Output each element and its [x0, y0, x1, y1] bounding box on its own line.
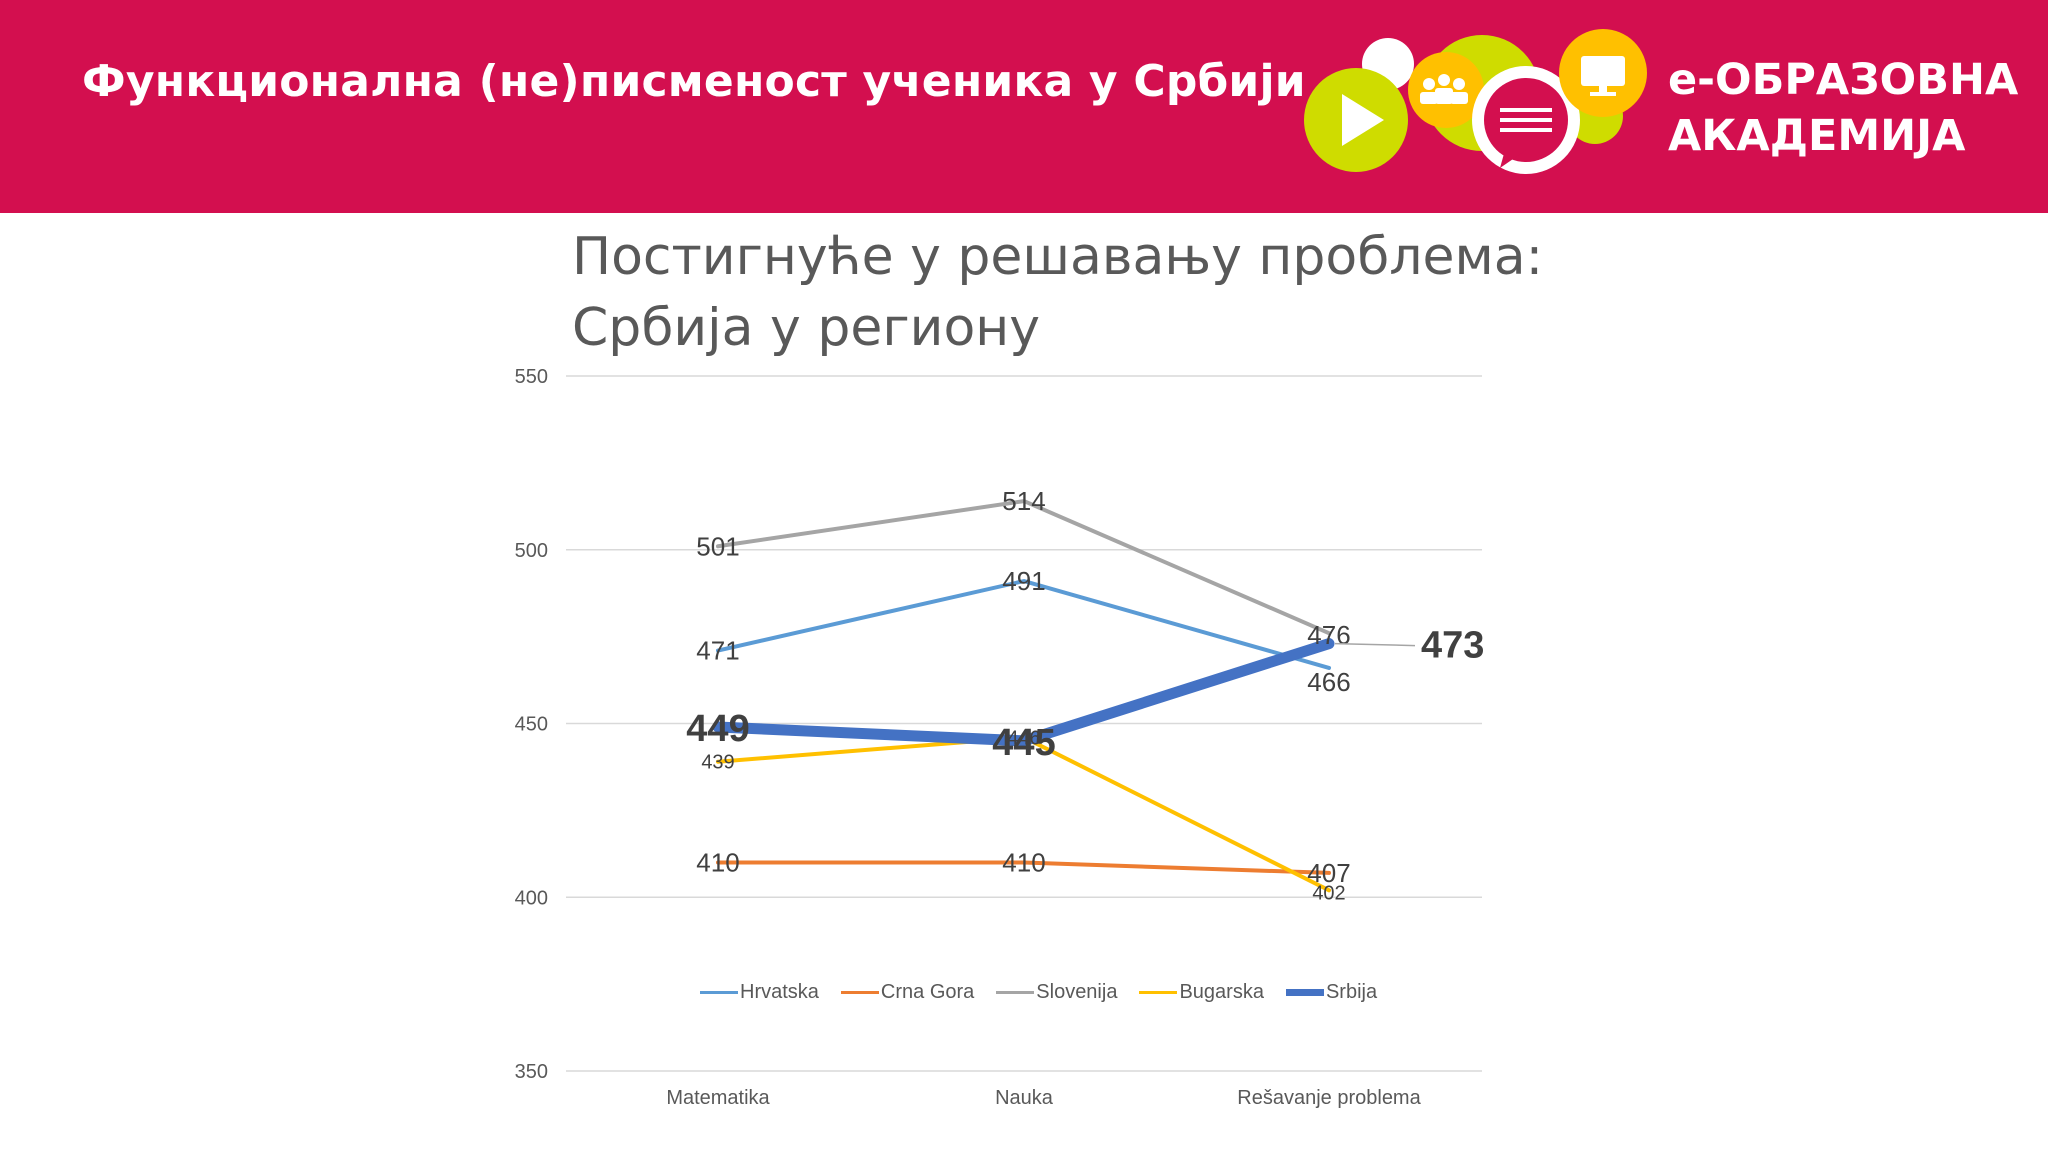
series-line-slovenija	[716, 499, 1331, 636]
legend-item: Bugarska	[1139, 981, 1264, 1004]
legend-label: Slovenija	[1036, 980, 1118, 1003]
logo-line-1: e-ОБРАЗОВНА	[1668, 55, 2019, 105]
legend-label: Hrvatska	[740, 980, 819, 1003]
data-label: 407	[1307, 858, 1350, 888]
legend-item: Hrvatska	[700, 981, 819, 1004]
academy-logo-icon	[1304, 29, 1647, 174]
legend-item: Slovenija	[996, 981, 1117, 1004]
y-tick-label: 350	[515, 1061, 548, 1083]
legend-item: Crna Gora	[840, 980, 975, 1004]
chart-legend: Hrvatska Crna Gora Slovenija Bugarska Srbija	[700, 978, 1377, 1006]
legend-swatch	[996, 990, 1035, 994]
chart-title-line-2: Србија у региону	[572, 298, 1041, 358]
chart-title: Постигнуће у решавању проблема: Србија у…	[572, 222, 1543, 364]
legend-label: Bugarska	[1179, 980, 1264, 1003]
series-line-srbija	[712, 638, 1335, 747]
y-tick-label: 550	[515, 366, 548, 388]
x-tick-label: Nauka	[995, 1087, 1054, 1109]
logo-line-2: АКАДЕМИЈА	[1668, 111, 1966, 161]
legend-label: Crna Gora	[880, 980, 975, 1003]
data-label: 410	[696, 848, 739, 878]
data-label: 471	[696, 636, 739, 666]
chart-title-line-1: Постигнуће у решавању проблема:	[572, 227, 1544, 287]
logo-text: e-ОБРАЗОВНА АКАДЕМИЈА	[1668, 52, 2018, 164]
y-tick-label: 400	[515, 887, 548, 909]
legend-item: Srbija	[1285, 980, 1378, 1004]
data-label: 514	[1002, 486, 1045, 516]
data-label: 501	[696, 531, 739, 561]
series-line-crna-gora	[716, 860, 1331, 875]
data-label: 491	[1002, 566, 1045, 596]
data-label: 402	[1312, 882, 1345, 904]
label-leader-line	[1334, 642, 1416, 647]
data-label: 439	[701, 752, 734, 774]
x-tick-label: Rešavanje problema	[1237, 1087, 1421, 1109]
legend-swatch	[1139, 990, 1178, 994]
page-title: Функционална (не)писменост ученика у Срб…	[82, 56, 1306, 107]
header-banner: Функционална (не)писменост ученика у Срб…	[0, 0, 2048, 213]
data-label: 410	[1002, 848, 1045, 878]
data-label: 466	[1307, 667, 1350, 697]
data-label: 476	[1307, 620, 1350, 650]
data-label: 449	[686, 708, 749, 750]
x-tick-label: Matematika	[666, 1087, 770, 1109]
legend-swatch	[700, 990, 738, 994]
data-label: 473	[1421, 625, 1484, 667]
data-label: 445	[992, 722, 1055, 764]
y-tick-label: 450	[515, 714, 548, 736]
y-tick-label: 500	[515, 540, 548, 562]
legend-label: Srbija	[1325, 980, 1378, 1003]
legend-swatch	[840, 990, 879, 994]
legend-swatch	[1285, 988, 1324, 996]
data-label: 446	[1007, 727, 1040, 749]
series-line-hrvatska	[716, 579, 1331, 670]
